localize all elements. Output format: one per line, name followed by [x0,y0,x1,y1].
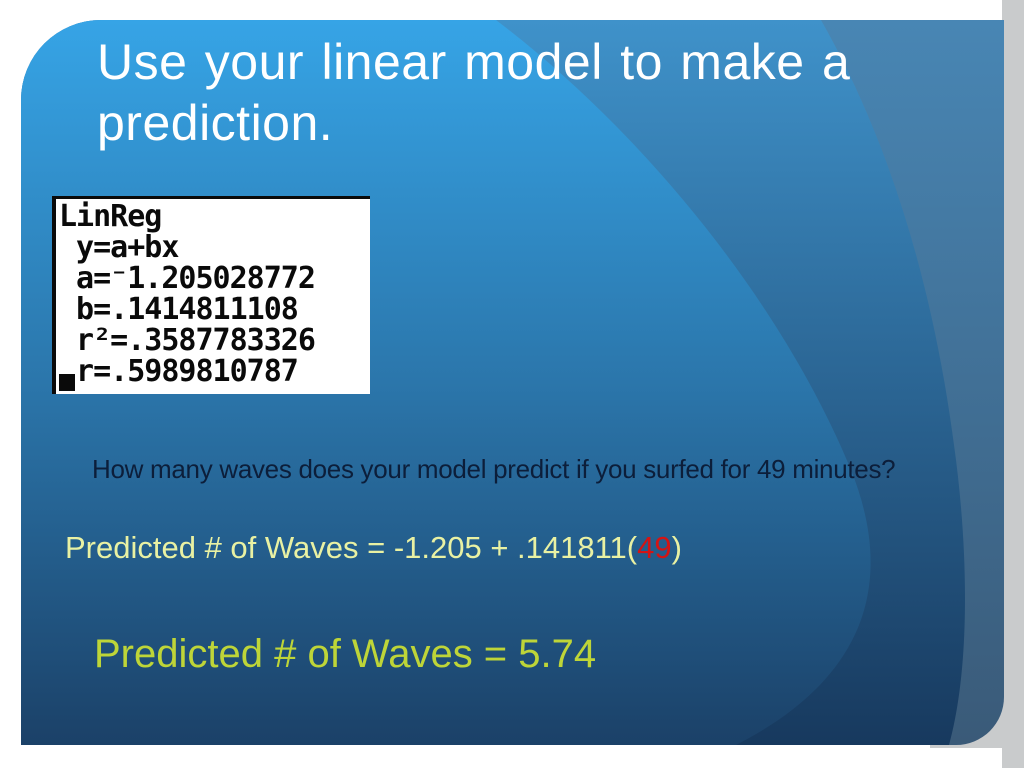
calculator-screenshot: LinReg y=a+bx a=⁻1.205028772 b=.14148111… [52,196,370,394]
question-text: How many waves does your model predict i… [92,454,896,484]
equation-highlight-value: 49 [637,530,672,565]
equation-suffix: ) [671,530,682,565]
presentation-slide: Use your linear model to make a predicti… [21,20,1004,745]
slide-title: Use your linear model to make a predicti… [97,34,851,151]
calculator-line: a=⁻1.205028772 [59,261,316,296]
prediction-result: Predicted # of Waves = 5.74 [94,632,597,676]
calculator-line: r=.5989810787 [59,354,299,389]
equation-prefix: Predicted # of Waves = -1.205 + .141811( [65,530,638,565]
slide-shadow-right [1002,0,1024,768]
calculator-line: LinReg [59,199,162,234]
calculator-cursor-block [59,374,75,391]
calculator-line: r²=.3587783326 [59,323,316,358]
calculator-line: y=a+bx [59,230,179,265]
calculator-line: b=.1414811108 [59,292,299,327]
prediction-equation: Predicted # of Waves = -1.205 + .141811(… [65,530,682,566]
